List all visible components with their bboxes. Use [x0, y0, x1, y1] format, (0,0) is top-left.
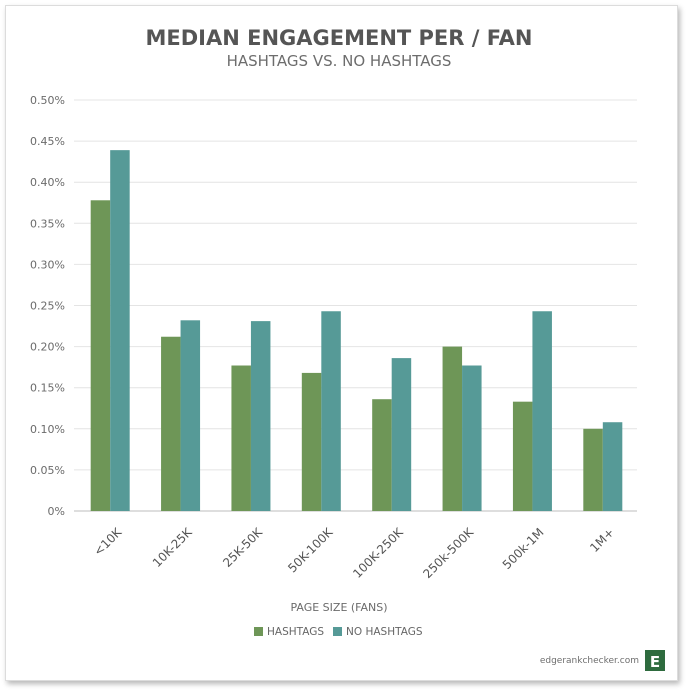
bar-no-hashtags	[250, 321, 271, 511]
x-tick-label: 100K-250K	[350, 524, 406, 580]
bars	[90, 150, 623, 511]
legend-label-hashtags: HASHTAGS	[267, 626, 324, 638]
bar-hashtags	[512, 401, 533, 511]
y-tick-label: 0.45%	[30, 135, 65, 148]
bar-hashtags	[90, 200, 111, 511]
x-tick-label: 500k-1M	[500, 525, 547, 572]
x-tick-label: 25K-50K	[220, 524, 266, 570]
x-tick-label: <10K	[91, 524, 125, 558]
x-tick-label: 1M+	[587, 525, 617, 555]
bar-no-hashtags	[180, 320, 201, 511]
y-tick-label: 0.20%	[30, 341, 65, 354]
y-tick-label: 0.25%	[30, 300, 65, 313]
y-tick-label: 0.30%	[30, 258, 65, 271]
edgerank-logo: E	[645, 650, 665, 671]
y-axis-ticks: 0% 0.05% 0.10% 0.15% 0.20% 0.25% 0.30% 0.35% 0.4…	[30, 94, 65, 518]
legend-swatch-no-hashtags	[333, 627, 342, 636]
bar-no-hashtags	[391, 358, 412, 511]
footer-site-text: edgerankchecker.com	[540, 656, 639, 666]
y-tick-label: 0.35%	[30, 217, 65, 230]
legend-label-no-hashtags: NO HASHTAGS	[346, 626, 423, 638]
bar-no-hashtags	[462, 365, 482, 511]
legend: HASHTAGS NO HASHTAGS	[254, 626, 423, 638]
y-tick-label: 0.40%	[30, 176, 65, 189]
chart-title: MEDIAN ENGAGEMENT PER / FAN	[145, 26, 532, 50]
x-axis-ticks: <10K 10K-25K 25K-50K 50K-100K 100K-250K 250k-…	[91, 524, 617, 581]
gridlines	[74, 99, 637, 512]
bar-hashtags	[161, 336, 181, 511]
bar-hashtags	[231, 365, 251, 511]
bar-no-hashtags	[321, 311, 341, 511]
bar-hashtags	[583, 428, 603, 511]
x-tick-label: 250k-500K	[420, 524, 477, 581]
y-tick-label: 0.15%	[30, 382, 65, 395]
bar-hashtags	[372, 399, 392, 511]
logo-letter: E	[650, 653, 660, 671]
y-tick-label: 0.10%	[30, 423, 65, 436]
chart-subtitle: HASHTAGS VS. NO HASHTAGS	[227, 52, 452, 70]
x-axis-label: PAGE SIZE (FANS)	[290, 601, 387, 614]
bar-hashtags	[442, 346, 463, 511]
bar-no-hashtags	[110, 150, 130, 511]
x-tick-label: 50K-100K	[285, 524, 336, 575]
x-tick-label: 10K-25K	[150, 524, 196, 570]
y-tick-label: 0%	[48, 505, 65, 518]
bar-no-hashtags	[602, 422, 623, 511]
bar-hashtags	[301, 372, 322, 511]
logo-badge	[645, 650, 665, 671]
y-tick-label: 0.05%	[30, 464, 65, 477]
bar-no-hashtags	[532, 311, 552, 511]
legend-swatch-hashtags	[254, 627, 263, 636]
y-tick-label: 0.50%	[30, 94, 65, 107]
